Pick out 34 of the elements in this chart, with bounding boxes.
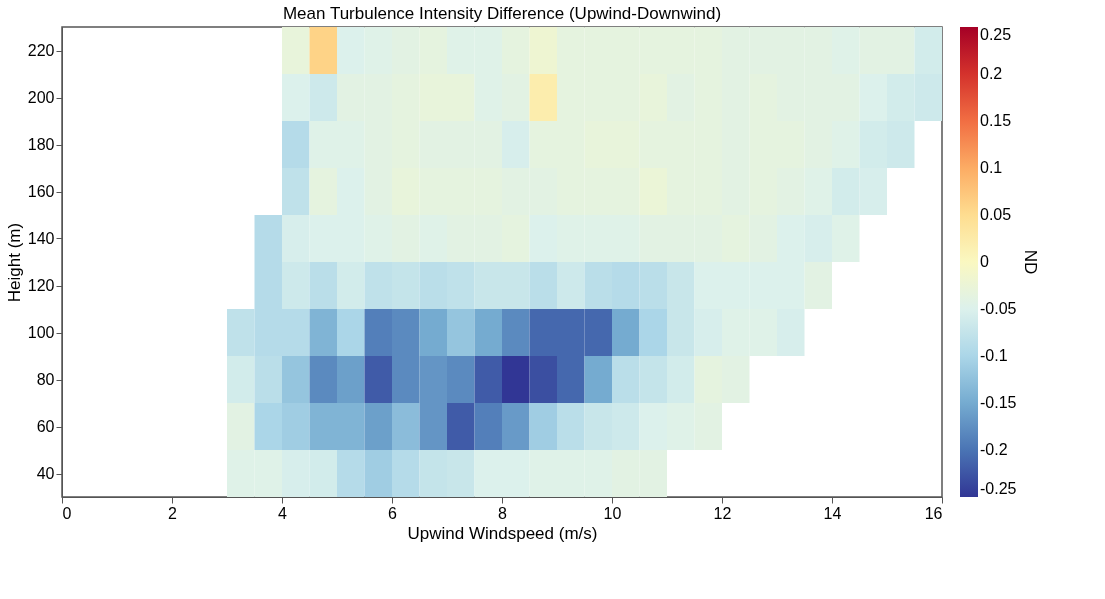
color-bar-label: 0 <box>980 253 989 270</box>
y-tick-label: 40 <box>36 465 55 482</box>
x-axis-title: Upwind Windspeed (m/s) <box>407 523 598 543</box>
y-tick-label: 160 <box>27 183 55 200</box>
y-tick-label: 200 <box>27 89 55 106</box>
color-bar-title: ND <box>1021 249 1040 275</box>
y-tick-label: 60 <box>36 418 55 435</box>
y-tick-label: 80 <box>36 371 55 388</box>
color-bar-label: 0.05 <box>980 206 1012 223</box>
x-tick-label: 12 <box>713 504 732 522</box>
color-bar-label: 0.2 <box>980 65 1003 82</box>
color-bar-label: 0.25 <box>980 26 1012 43</box>
x-tick-label: 0 <box>62 504 72 522</box>
x-tick-label: 4 <box>278 504 288 522</box>
y-tick-label: 180 <box>27 136 55 153</box>
y-axis-title: Height (m) <box>4 222 24 303</box>
color-bar-label: 0.1 <box>980 159 1003 176</box>
color-bar-label: -0.2 <box>980 441 1008 458</box>
x-tick-label: 6 <box>388 504 398 522</box>
x-tick-label: 16 <box>924 504 943 522</box>
color-bar-label: -0.1 <box>980 347 1008 364</box>
x-tick-label: 2 <box>168 504 178 522</box>
y-tick-label: 120 <box>27 277 55 294</box>
x-tick-label: 8 <box>498 504 508 522</box>
x-tick-label: 10 <box>603 504 622 522</box>
y-tick-label: 140 <box>27 230 55 247</box>
y-tick-label: 100 <box>27 324 55 341</box>
color-bar-label: -0.25 <box>980 480 1017 497</box>
x-tick-label: 14 <box>823 504 842 522</box>
chart-title: Mean Turbulence Intensity Difference (Upwind-Downwind) <box>282 4 722 23</box>
color-bar-label: 0.15 <box>980 112 1012 129</box>
color-bar-label: -0.15 <box>980 394 1017 411</box>
color-bar-label: -0.05 <box>980 300 1017 317</box>
y-tick-label: 220 <box>27 42 55 59</box>
